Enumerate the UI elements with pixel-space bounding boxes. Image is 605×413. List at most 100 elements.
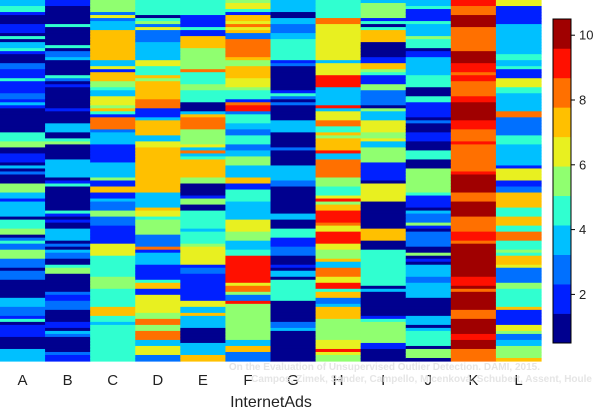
heatmap-cell [315,258,362,263]
heatmap-cell [315,327,362,332]
heatmap-cell [180,0,227,4]
heatmap-cell [45,87,91,91]
heatmap-cell [495,243,542,248]
heatmap-cell [135,60,181,64]
heatmap-cell [90,192,136,197]
heatmap-cell [180,72,227,76]
heatmap-cell [90,318,136,323]
heatmap-cell [360,288,407,293]
heatmap-cell [360,153,407,158]
heatmap-cell [360,330,407,335]
heatmap-cell [405,120,452,124]
heatmap-cell [270,69,317,73]
heatmap-cell [45,108,91,112]
heatmap-cell [180,102,227,106]
heatmap-cell [225,258,272,263]
heatmap-cell [90,249,136,254]
heatmap-cell [405,162,452,167]
colorbar-band [553,284,571,314]
heatmap-cell [315,321,362,326]
heatmap-cell [270,213,317,218]
heatmap-cell [495,351,542,356]
heatmap-cell [450,30,497,34]
heatmap-cell [135,276,181,281]
heatmap-cell [270,6,317,10]
heatmap-cell [495,132,542,136]
heatmap-cell [45,3,91,7]
heatmap-cell [270,240,317,245]
heatmap-cell [225,90,272,94]
heatmap-cell [495,27,542,31]
heatmap-cell [90,276,136,281]
heatmap-cell [405,111,452,115]
heatmap-cell [135,252,181,257]
heatmap-cell [135,303,181,308]
heatmap-cell [225,51,272,55]
heatmap-cell [225,171,272,176]
heatmap-cell [225,213,272,218]
heatmap-cell [405,171,452,176]
heatmap-cell [225,69,272,73]
heatmap-cell [90,147,136,152]
heatmap-cell [135,30,181,34]
heatmap-cell [270,225,317,230]
heatmap-cell [0,258,46,263]
heatmap-cell [360,129,407,133]
heatmap-cell [270,126,317,130]
heatmap-cell [495,201,542,206]
heatmap-cell [45,249,91,254]
heatmap-cell [315,330,362,335]
heatmap-cell [270,63,317,67]
heatmap-cell [0,18,46,22]
heatmap-cell [315,96,362,100]
heatmap-cell [405,150,452,155]
heatmap-cell [135,24,181,28]
heatmap-cell [45,258,91,263]
heatmap-cell [45,120,91,124]
heatmap-cell [135,150,181,155]
colorbar: 2 4 6 8 10 [552,18,593,344]
heatmap-cell [0,351,46,356]
heatmap-cell [450,60,497,64]
heatmap-cell [225,306,272,311]
heatmap-cell [0,282,46,287]
colorbar-tick-label: 8 [579,93,586,108]
heatmap-cell [225,195,272,200]
heatmap-cell [90,129,136,133]
heatmap-cell [0,288,46,293]
heatmap-cell [360,120,407,124]
heatmap-cell [360,243,407,248]
heatmap-cell [90,198,136,203]
heatmap-cell [360,90,407,94]
heatmap-cell [270,273,317,278]
heatmap-cell [0,81,46,85]
heatmap-cell [405,90,452,94]
heatmap-cell [405,117,452,121]
heatmap-cell [135,156,181,161]
heatmap-cell [90,39,136,43]
heatmap-cell [360,201,407,206]
heatmap-cell [90,126,136,130]
heatmap-cell [90,33,136,37]
heatmap-cell [450,231,497,236]
heatmap-cell [360,6,407,10]
heatmap-cell [315,162,362,167]
heatmap-cell [405,342,452,347]
heatmap-cell [225,330,272,335]
heatmap-cell [90,240,136,245]
heatmap-cell [90,243,136,248]
heatmap-cell [90,282,136,287]
heatmap-cell [315,36,362,40]
heatmap-cell [180,51,227,55]
heatmap-cell [360,213,407,218]
heatmap-cell [0,21,46,25]
heatmap-cell [225,156,272,161]
heatmap-cell [90,273,136,278]
heatmap-cell [315,255,362,260]
heatmap-cell [360,336,407,341]
heatmap-cell [45,279,91,284]
heatmap-cell [315,81,362,85]
heatmap-cell [135,138,181,142]
heatmap-cell [90,342,136,347]
heatmap-cell [135,345,181,350]
